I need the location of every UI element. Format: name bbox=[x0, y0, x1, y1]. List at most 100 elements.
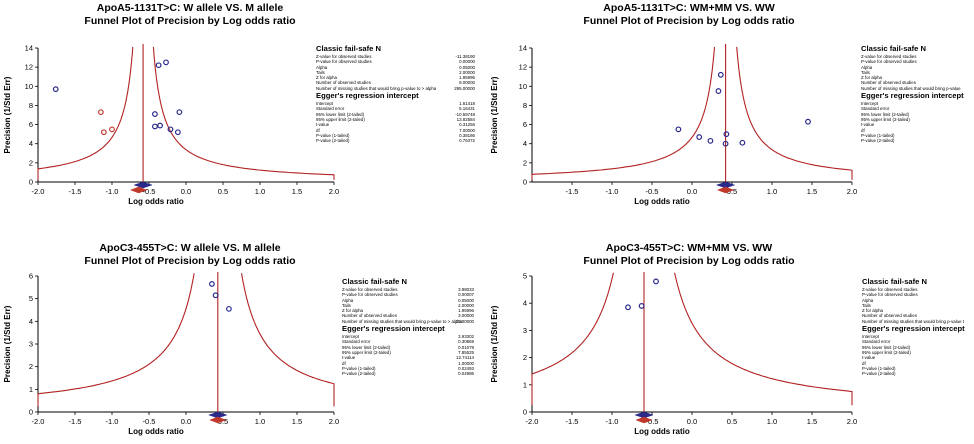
x-tick-label: -2.0 bbox=[32, 417, 45, 426]
x-tick-label: 1.5 bbox=[807, 417, 817, 426]
chart-title: ApoA5-1131T>C: WM+MM VS. WW bbox=[603, 2, 775, 14]
stats-label: Tails bbox=[342, 302, 351, 308]
stats-value: 13.82584 bbox=[456, 116, 475, 122]
stats-label: P-value (2-tailed) bbox=[342, 371, 376, 377]
stats-value: 0.31256 bbox=[459, 122, 475, 128]
stats-row: Number of observed studies 9.00000 bbox=[316, 80, 475, 85]
y-axis-label: Precision (1/Std Err) bbox=[3, 76, 12, 153]
stats-row: Z for alpha bbox=[861, 75, 971, 80]
x-tick-label: 0.0 bbox=[181, 417, 191, 426]
stats-row: Number of missing studies that would bri… bbox=[316, 86, 475, 91]
stats-label: df bbox=[861, 127, 865, 133]
stats-value: 0.00000 bbox=[459, 59, 475, 65]
stats-row: Z-value for observed studies -11.38190 bbox=[316, 54, 475, 59]
stats-row: Alpha 0.05000 bbox=[316, 65, 475, 70]
y-tick-label: 6 bbox=[29, 120, 33, 129]
x-tick-label: 0.0 bbox=[687, 417, 697, 426]
stats-row: Alpha bbox=[862, 298, 972, 303]
y-tick-label: 14 bbox=[519, 44, 527, 53]
failsafe-heading: Classic fail-safe N bbox=[316, 44, 381, 53]
stats-label: P-value (2-tailed) bbox=[862, 371, 896, 377]
x-tick-label: 2.0 bbox=[847, 417, 857, 426]
x-tick-label: -1.0 bbox=[106, 417, 119, 426]
stats-label: t-value bbox=[862, 355, 876, 361]
stats-row: df bbox=[861, 128, 971, 133]
stats-label: P-value for observed studies bbox=[316, 59, 372, 65]
stats-row: P-value for observed studies bbox=[862, 292, 972, 297]
chart-subtitle: Funnel Plot of Precision by Log odds rat… bbox=[84, 255, 296, 267]
funnel-plot: 0 1 2 3 4 5 6 -2.0 -1.5 -1.0 -0.5 0.0 0.5 1.0 1.5 2.0 Lo… bbox=[3, 272, 339, 437]
stats-row: P-value (2-tailed) 0.76372 bbox=[316, 138, 475, 143]
stats-value: 0.00007 bbox=[458, 292, 474, 298]
funnel-limit-left bbox=[37, 46, 134, 180]
stats-value: 12.74114 bbox=[456, 355, 474, 361]
y-tick-label: 4 bbox=[523, 299, 527, 308]
x-tick-label: 1.0 bbox=[255, 417, 265, 426]
y-tick-label: 8 bbox=[29, 101, 33, 110]
x-tick-label: -2.0 bbox=[526, 417, 539, 426]
funnel-limit-left bbox=[531, 272, 614, 406]
stats-label: Z for alpha bbox=[861, 75, 882, 81]
y-tick-label: 1 bbox=[523, 380, 527, 389]
funnel-limit-left bbox=[531, 46, 716, 180]
stats-label: Z for alpha bbox=[316, 75, 337, 81]
stats-row: Intercept 3.93302 bbox=[342, 334, 474, 339]
study-point bbox=[675, 126, 682, 133]
adjusted-summary-diamond bbox=[716, 186, 735, 194]
stats-label: Tails bbox=[862, 302, 871, 308]
egger-heading: Egger's regression intercept bbox=[316, 91, 419, 101]
x-tick-label: -1.5 bbox=[566, 417, 579, 426]
stats-value: 3.93302 bbox=[458, 334, 474, 340]
x-tick-label: 1.5 bbox=[292, 187, 302, 196]
stats-row: Z-value for observed studies bbox=[862, 287, 972, 292]
chart-title: ApoC3-455T>C: WM+MM VS. WW bbox=[605, 242, 773, 254]
funnel-plot: 0 1 2 3 4 5 -2.0 -1.5 -1.0 -0.5 0.0 0.5 1.0 1.5 2.0 Log… bbox=[490, 272, 857, 437]
stats-label: Intercept bbox=[862, 334, 880, 340]
stats-row: df 7.00000 bbox=[316, 128, 475, 133]
funnel-limit-right bbox=[152, 46, 335, 180]
y-tick-label: 0 bbox=[29, 178, 33, 187]
stats-row: P-value (1-tailed) bbox=[862, 366, 972, 371]
stats-row: t-value 12.74114 bbox=[342, 355, 474, 360]
stats-row: Tails 2.00000 bbox=[316, 70, 475, 75]
stats-value: 1.61418 bbox=[459, 101, 475, 107]
stats-label: 95% upper limit (2-tailed) bbox=[342, 349, 391, 355]
x-tick-label: -1.5 bbox=[566, 187, 579, 196]
stats-value: 3.98033 bbox=[458, 287, 474, 292]
stats-label: P-value for observed studies bbox=[862, 292, 918, 298]
stats-value: 0.02493 bbox=[458, 365, 474, 371]
y-tick-label: 14 bbox=[25, 44, 33, 53]
y-tick-label: 4 bbox=[523, 139, 527, 148]
y-tick-label: 4 bbox=[29, 317, 33, 326]
stats-label: Alpha bbox=[862, 297, 874, 303]
stats-value: 9.00000 bbox=[459, 80, 475, 86]
stats-label: 95% lower limit (2-tailed) bbox=[862, 344, 911, 350]
stats-label: 95% lower limit (2-tailed) bbox=[861, 111, 910, 117]
stats-label: t-value bbox=[861, 122, 875, 128]
stats-row: Z for alpha 1.95996 bbox=[316, 75, 475, 80]
x-tick-label: 1.0 bbox=[767, 417, 777, 426]
y-tick-label: 5 bbox=[523, 272, 527, 281]
stats-row: P-value for observed studies 0.00000 bbox=[316, 59, 475, 64]
stats-label: Number of missing studies that would bri… bbox=[316, 85, 437, 91]
stats-label: Z-value for observed studies bbox=[342, 287, 398, 292]
x-tick-label: -1.0 bbox=[606, 187, 619, 196]
stats-row: t-value bbox=[861, 122, 971, 127]
stats-label: Alpha bbox=[342, 297, 354, 303]
funnel-plot: 0 2 4 6 8 10 12 14 -1.5 -1.0 -0.5 0.0 0.5 1.0 1.5 2.0 Lo… bbox=[490, 44, 857, 207]
x-tick-label: -2.0 bbox=[32, 187, 45, 196]
study-point bbox=[625, 304, 631, 311]
stats-row: Tails 2.00000 bbox=[342, 303, 474, 308]
stats-value: 0.05000 bbox=[459, 64, 475, 70]
y-tick-label: 3 bbox=[29, 340, 33, 349]
stats-label: Standard error bbox=[316, 106, 345, 112]
observed-summary-diamond bbox=[133, 181, 153, 189]
x-tick-label: 1.0 bbox=[767, 187, 777, 196]
y-tick-label: 10 bbox=[519, 82, 527, 91]
stats-row: P-value (1-tailed) 0.02493 bbox=[342, 366, 474, 371]
stats-row: Standard error 0.30869 bbox=[342, 339, 474, 344]
egger-heading: Egger's regression intercept bbox=[861, 91, 964, 101]
stats-row: Number of observed studies 3.00000 bbox=[342, 313, 474, 318]
stats-box: Classic fail-safe N Z-value for observed … bbox=[316, 44, 475, 143]
stats-label: 95% lower limit (2-tailed) bbox=[316, 111, 365, 117]
